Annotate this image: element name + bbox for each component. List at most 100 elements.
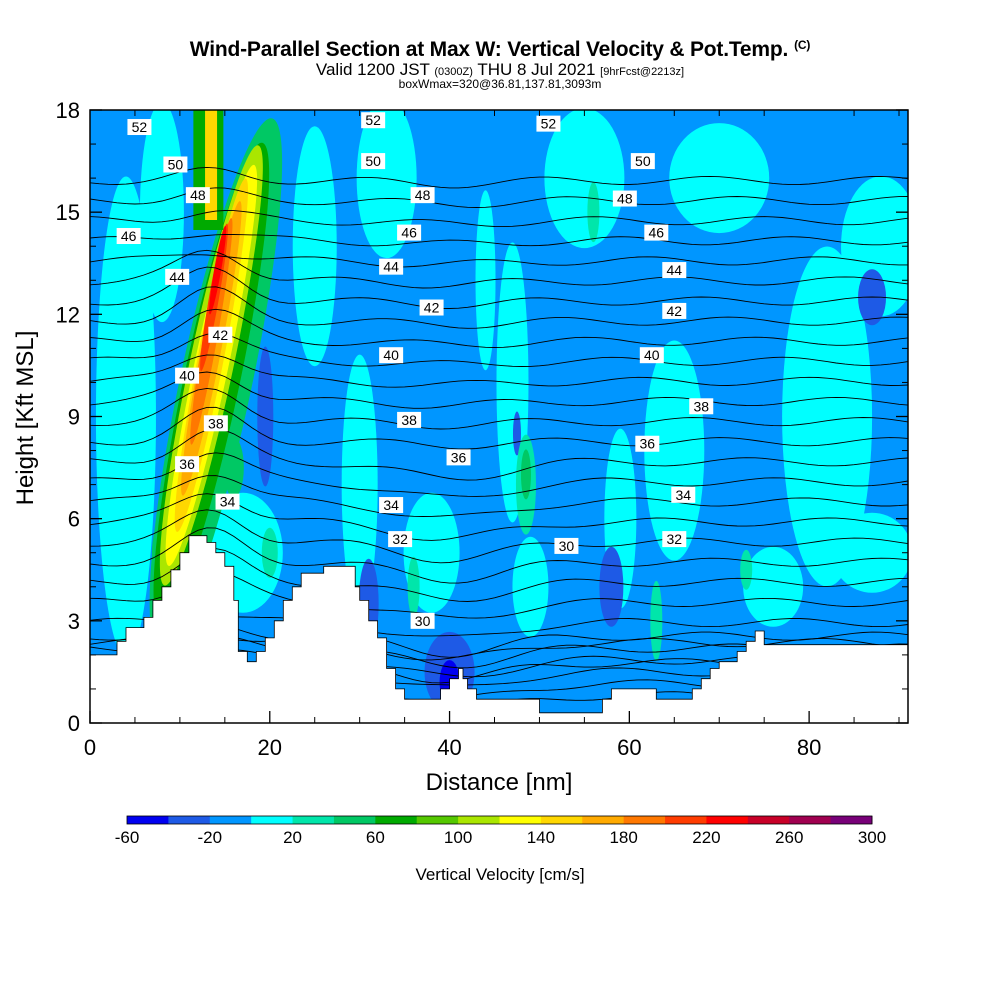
field-updraft-weak: [356, 110, 417, 259]
contour-label-text: 42: [424, 300, 440, 316]
field-updraft-moderate: [740, 549, 753, 590]
x-tick-label: 80: [797, 735, 821, 760]
contour-label-box: [215, 493, 240, 510]
contour-label-text: 32: [392, 531, 408, 547]
field-updraft-weak: [95, 176, 156, 657]
contour-label-text: 50: [168, 156, 184, 172]
contour-label-box: [388, 531, 413, 548]
x-tick-label: 40: [437, 735, 461, 760]
colorbar-swatch: [747, 816, 790, 824]
y-axis-label: Height [Kft MSL]: [12, 331, 39, 506]
colorbar-swatch: [582, 816, 625, 824]
contour-label-text: 40: [383, 347, 399, 363]
y-tick-label: 9: [68, 405, 80, 430]
field-updraft-weak: [644, 340, 705, 561]
contour-label-box: [379, 258, 404, 275]
theta-contour-label: 46: [644, 224, 669, 241]
y-tick-label: 12: [56, 302, 80, 327]
contour-label-box: [671, 486, 696, 503]
contour-label-box: [361, 112, 386, 129]
field-downdraft: [512, 411, 521, 456]
colorbar-frame: [126, 815, 873, 825]
field-updraft-weak: [669, 123, 770, 234]
field-updraft-weak: [341, 354, 378, 615]
colorbar-swatch: [375, 816, 418, 824]
colorbar-tick-label: 100: [444, 828, 472, 847]
contour-label-box: [635, 435, 660, 452]
theta-contour-label: 38: [689, 398, 714, 415]
contour-label-box: [379, 497, 404, 514]
contour-label-text: 48: [415, 187, 431, 203]
contour-label-box: [662, 531, 687, 548]
theta-contour-label: 44: [379, 258, 404, 275]
theta-contour-label: 40: [639, 347, 664, 364]
theta-contour-line: [90, 308, 908, 348]
contour-label-box: [175, 456, 200, 473]
contour-label-text: 44: [666, 262, 682, 278]
chart-title: Wind-Parallel Section at Max W: Vertical…: [0, 38, 1000, 62]
contour-label-box: [203, 415, 228, 432]
contour-label-box: [662, 262, 687, 279]
colorbar-tick-label: 300: [858, 828, 886, 847]
contour-label-text: 36: [179, 456, 195, 472]
x-tick-label: 0: [84, 735, 96, 760]
colorbar-swatch: [292, 816, 335, 824]
contour-label-box: [689, 398, 714, 415]
field-downdraft: [257, 346, 274, 487]
theta-contour-line: [90, 254, 908, 268]
theta-contour-label: 38: [397, 411, 422, 428]
theta-contour-label: 50: [361, 153, 386, 170]
contour-label-text: 34: [675, 487, 691, 503]
y-tick-label: 15: [56, 200, 80, 225]
theta-contour-line: [90, 527, 908, 584]
contour-label-text: 42: [213, 327, 229, 343]
theta-contour-line: [90, 234, 908, 247]
contour-label-box: [612, 190, 637, 207]
theta-contour-label: 42: [419, 299, 444, 316]
colorbar-label: Vertical Velocity [cm/s]: [415, 865, 584, 884]
x-axis-label: Distance [nm]: [426, 769, 573, 796]
contour-label-box: [397, 411, 422, 428]
contour-label-text: 52: [541, 116, 557, 132]
contour-label-box: [410, 612, 435, 629]
field-updraft-weak: [782, 246, 873, 587]
field-updraft-weak: [139, 110, 184, 323]
contour-label-text: 30: [559, 538, 575, 554]
theta-contour-label: 32: [388, 531, 413, 548]
theta-contour-label: 46: [116, 228, 141, 245]
contour-label-box: [165, 268, 190, 285]
contour-label-text: 48: [190, 187, 206, 203]
contour-label-box: [644, 224, 669, 241]
field-updraft-weak: [841, 176, 908, 317]
theta-contour-label: 40: [175, 367, 200, 384]
contour-label-box: [208, 326, 233, 343]
y-tick-label: 18: [56, 98, 80, 123]
theta-contour-label: 34: [215, 493, 240, 510]
chart-title-units: (C): [794, 38, 811, 52]
valid-date: THU 8 Jul 2021: [477, 60, 596, 79]
field-updraft-weak: [743, 546, 804, 627]
contour-label-text: 40: [644, 347, 660, 363]
colorbar: -60 -20 20 60 100 140 180 220 260 300: [115, 815, 886, 847]
theta-contour-label: 30: [410, 612, 435, 629]
colorbar-swatch: [333, 816, 376, 824]
colorbar-swatch: [168, 816, 211, 824]
contour-label-box: [397, 224, 422, 241]
contour-label-box: [554, 537, 579, 554]
field-updraft-weak: [832, 512, 908, 593]
field-downdraft: [599, 546, 624, 627]
contour-label-text: 46: [649, 225, 665, 241]
colorbar-swatch: [251, 816, 294, 824]
theta-contour-label: 50: [630, 153, 655, 170]
theta-contour-line: [90, 475, 908, 517]
contour-label-text: 40: [179, 368, 195, 384]
field-main-updraft: [209, 225, 227, 315]
theta-contour-label: 48: [410, 187, 435, 204]
colorbar-swatch: [540, 816, 583, 824]
contour-label-text: 48: [617, 191, 633, 207]
theta-contour-label: 48: [185, 187, 210, 204]
contour-label-text: 50: [635, 153, 651, 169]
field-updraft-moderate: [261, 527, 278, 578]
contour-label-text: 38: [208, 415, 224, 431]
